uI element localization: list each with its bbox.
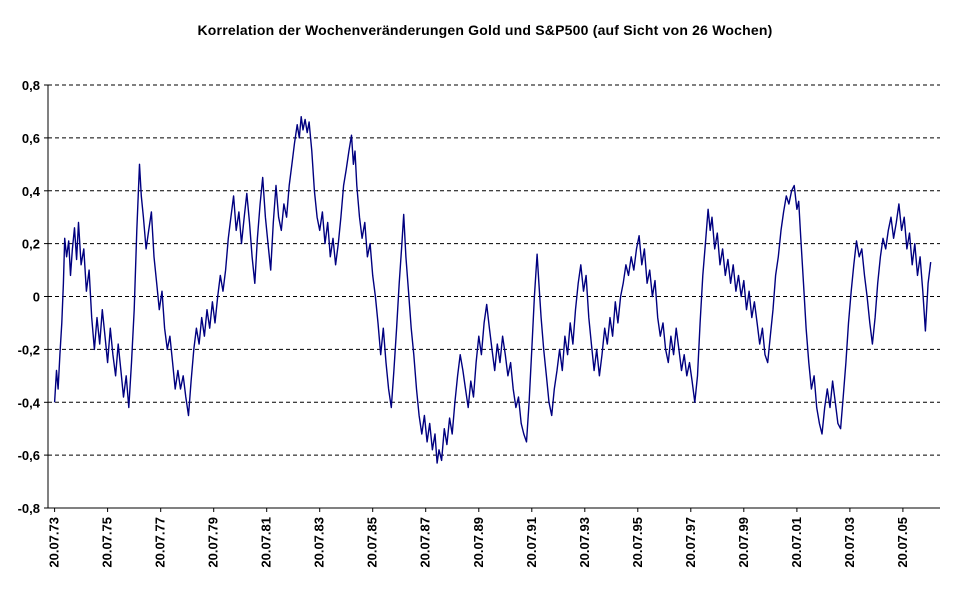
y-axis-label: -0,6 xyxy=(18,448,40,463)
x-axis-label: 20.07.99 xyxy=(736,517,751,568)
x-axis-label: 20.07.83 xyxy=(312,517,327,568)
x-axis-label: 20.07.01 xyxy=(789,517,804,568)
x-axis-label: 20.07.89 xyxy=(471,517,486,568)
x-axis-label: 20.07.73 xyxy=(47,517,62,568)
x-axis-label: 20.07.87 xyxy=(418,517,433,568)
y-axis-label: 0,2 xyxy=(22,237,40,252)
x-axis-label: 20.07.03 xyxy=(842,517,857,568)
x-axis-label: 20.07.97 xyxy=(683,517,698,568)
x-axis-label: 20.07.95 xyxy=(630,517,645,568)
y-axis-label: 0 xyxy=(33,290,40,305)
y-axis-label: 0,6 xyxy=(22,131,40,146)
x-axis-label: 20.07.05 xyxy=(895,517,910,568)
y-axis-label: 0,4 xyxy=(22,184,41,199)
x-axis-label: 20.07.75 xyxy=(100,517,115,568)
x-axis-label: 20.07.91 xyxy=(524,517,539,568)
x-axis-label: 20.07.81 xyxy=(259,517,274,568)
correlation-line xyxy=(53,115,932,464)
x-axis-label: 20.07.93 xyxy=(577,517,592,568)
chart-title: Korrelation der Wochenveränderungen Gold… xyxy=(197,22,773,38)
y-axis-label: -0,8 xyxy=(18,501,40,516)
x-axis-label: 20.07.85 xyxy=(365,517,380,568)
x-axis-label: 20.07.77 xyxy=(153,517,168,568)
y-axis-label: 0,8 xyxy=(22,78,40,93)
y-axis-label: -0,2 xyxy=(18,342,40,357)
x-axis-label: 20.07.79 xyxy=(206,517,221,568)
y-axis-label: -0,4 xyxy=(18,395,41,410)
